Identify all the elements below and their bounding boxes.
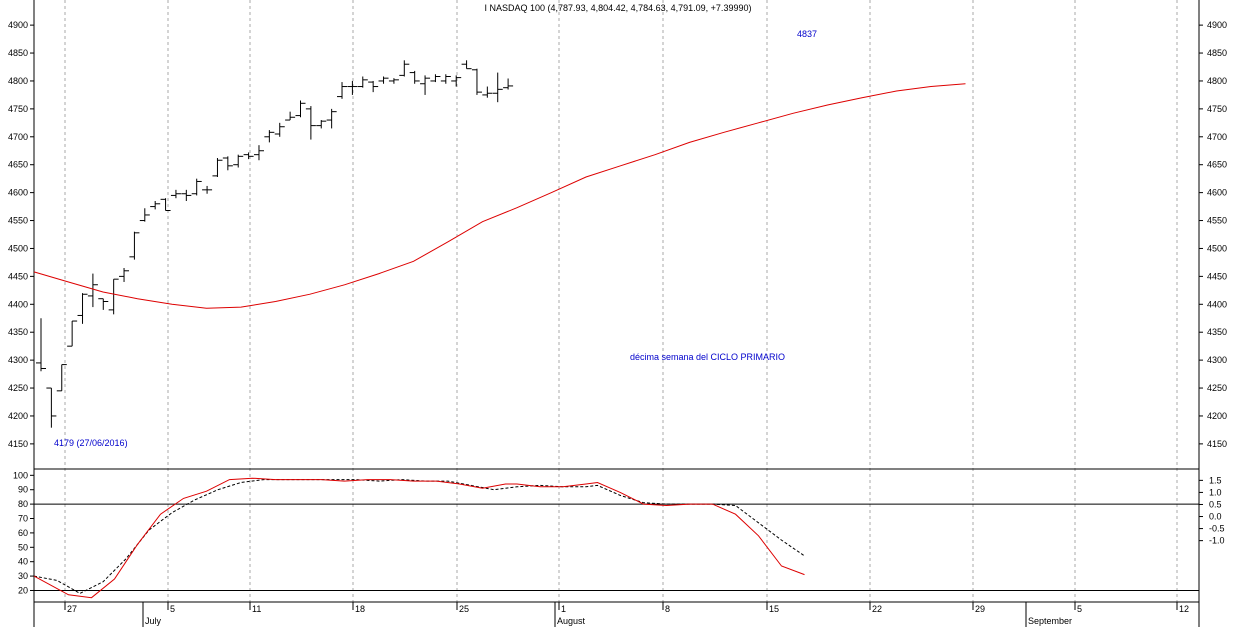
price-tick-label: 4500 (1207, 243, 1227, 253)
price-axis-ticks: 4900 4900 4850 4850 4800 4800 4750 4750 4700 4700… (8, 20, 1227, 449)
price-tick-label: 4900 (8, 20, 28, 30)
annotation-cycle: décima semana del CICLO PRIMARIO (630, 352, 785, 362)
price-tick-label: 4400 (1207, 299, 1227, 309)
osc-tick-label-left: 80 (18, 499, 28, 509)
chart-title: I NASDAQ 100 (4,787.93, 4,804.42, 4,784.… (485, 3, 752, 13)
osc-tick-label-left: 70 (18, 514, 28, 524)
vertical-gridlines (64, 0, 1178, 602)
osc-tick-label-left: 100 (13, 470, 28, 480)
osc-tick-label-left: 40 (18, 557, 28, 567)
price-tick-label: 4150 (8, 439, 28, 449)
price-tick-label: 4650 (1207, 160, 1227, 170)
x-tick-label: 5 (1077, 604, 1082, 614)
price-tick-label: 4550 (8, 216, 28, 226)
annotation-high: 4837 (797, 29, 817, 39)
osc-tick-label-right: -0.5 (1209, 524, 1225, 534)
osc-tick-label-left: 90 (18, 485, 28, 495)
price-tick-label: 4600 (1207, 188, 1227, 198)
osc-tick-label-left: 50 (18, 542, 28, 552)
month-label: July (145, 616, 162, 626)
osc-tick-label-left: 20 (18, 585, 28, 595)
osc-tick-label-right: 1.5 (1209, 475, 1222, 485)
x-tick-label: 1 (561, 604, 566, 614)
price-tick-label: 4150 (1207, 439, 1227, 449)
price-tick-label: 4200 (8, 411, 28, 421)
price-tick-label: 4800 (1207, 76, 1227, 86)
price-tick-label: 4700 (8, 132, 28, 142)
osc-tick-label-right: 1.0 (1209, 487, 1222, 497)
osc-tick-label-right: 0.5 (1209, 499, 1222, 509)
oscillator-slow-line (33, 479, 805, 594)
price-tick-label: 4600 (8, 188, 28, 198)
price-tick-label: 4250 (8, 383, 28, 393)
ohlc-bars (36, 60, 514, 428)
price-tick-label: 4450 (1207, 271, 1227, 281)
x-tick-label: 18 (355, 604, 365, 614)
price-tick-label: 4500 (8, 243, 28, 253)
price-tick-label: 4350 (8, 327, 28, 337)
x-tick-label: 8 (665, 604, 670, 614)
price-tick-label: 4850 (8, 48, 28, 58)
month-label: September (1028, 616, 1072, 626)
x-tick-label: 11 (252, 604, 261, 614)
x-tick-label: 27 (67, 604, 77, 614)
x-tick-label: 5 (170, 604, 175, 614)
month-label: August (557, 616, 586, 626)
annotation-low: 4179 (27/06/2016) (54, 438, 128, 448)
osc-tick-label-right: -1.0 (1209, 536, 1225, 546)
osc-tick-label-left: 60 (18, 528, 28, 538)
price-tick-label: 4700 (1207, 132, 1227, 142)
panel-frames (33, 0, 1200, 627)
x-tick-label: 29 (975, 604, 985, 614)
price-tick-label: 4300 (8, 355, 28, 365)
oscillator-axis-ticks: 100 90 80 70 60 50 40 30 20 1.5 1.0 0.5 0.0 -0.5 -1.0 (13, 470, 1225, 595)
x-tick-label: 25 (459, 604, 469, 614)
price-tick-label: 4550 (1207, 216, 1227, 226)
price-tick-label: 4450 (8, 271, 28, 281)
x-tick-label: 12 (1179, 604, 1189, 614)
price-tick-label: 4850 (1207, 48, 1227, 58)
x-tick-label: 15 (769, 604, 779, 614)
osc-tick-label-left: 30 (18, 571, 28, 581)
price-tick-label: 4350 (1207, 327, 1227, 337)
x-tick-label: 22 (872, 604, 882, 614)
price-tick-label: 4650 (8, 160, 28, 170)
price-tick-label: 4400 (8, 299, 28, 309)
price-tick-label: 4200 (1207, 411, 1227, 421)
moving-average-line (33, 83, 966, 309)
price-tick-label: 4300 (1207, 355, 1227, 365)
price-tick-label: 4750 (8, 104, 28, 114)
oscillator-fast-line (33, 477, 805, 599)
osc-tick-label-right: 0.0 (1209, 512, 1222, 522)
price-tick-label: 4900 (1207, 20, 1227, 30)
price-tick-label: 4250 (1207, 383, 1227, 393)
price-tick-label: 4750 (1207, 104, 1227, 114)
price-tick-label: 4800 (8, 76, 28, 86)
